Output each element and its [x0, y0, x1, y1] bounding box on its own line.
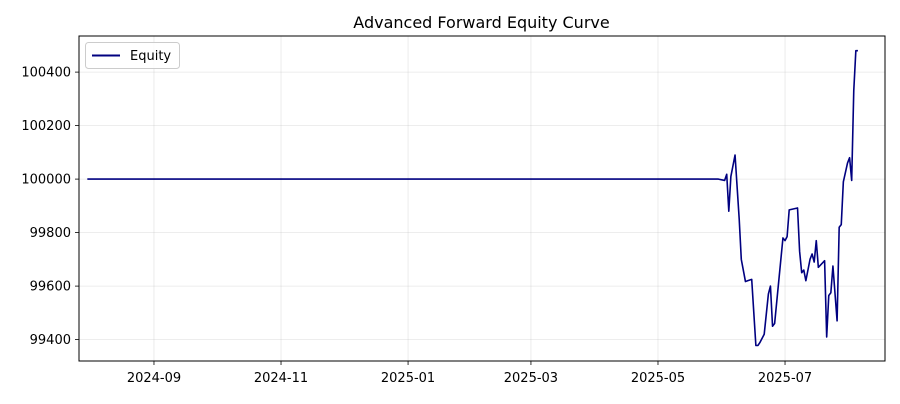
legend-box	[85, 42, 180, 69]
legend: Equity	[85, 42, 180, 69]
series-line-equity	[87, 49, 858, 347]
x-tick-label: 2025-07	[758, 371, 812, 386]
x-tick-label: 2025-03	[504, 371, 558, 386]
x-tick-label: 2024-09	[127, 371, 181, 386]
x-tick-label: 2025-05	[631, 371, 685, 386]
y-tick-label: 99600	[30, 280, 71, 295]
ticks: 2024-09 2024-11 2025-01 2025-03 2025-05 2025-…	[21, 66, 812, 386]
x-tick-label: 2025-01	[381, 371, 435, 386]
y-tick-label: 99800	[30, 226, 71, 241]
y-tick-label: 100000	[21, 173, 71, 188]
y-tick-label: 99400	[30, 333, 71, 348]
plot-frame	[78, 35, 886, 362]
x-tick-label: 2024-11	[254, 371, 308, 386]
chart-title: Advanced Forward Equity Curve	[353, 13, 609, 32]
series-layer	[87, 49, 858, 347]
y-tick-label: 100200	[21, 119, 71, 134]
y-tick-label: 100400	[21, 66, 71, 81]
legend-label-equity: Equity	[130, 49, 171, 64]
